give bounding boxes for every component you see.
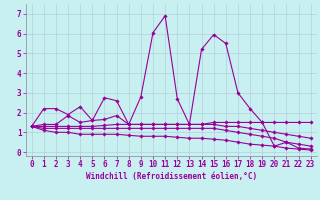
X-axis label: Windchill (Refroidissement éolien,°C): Windchill (Refroidissement éolien,°C) [86, 172, 257, 181]
